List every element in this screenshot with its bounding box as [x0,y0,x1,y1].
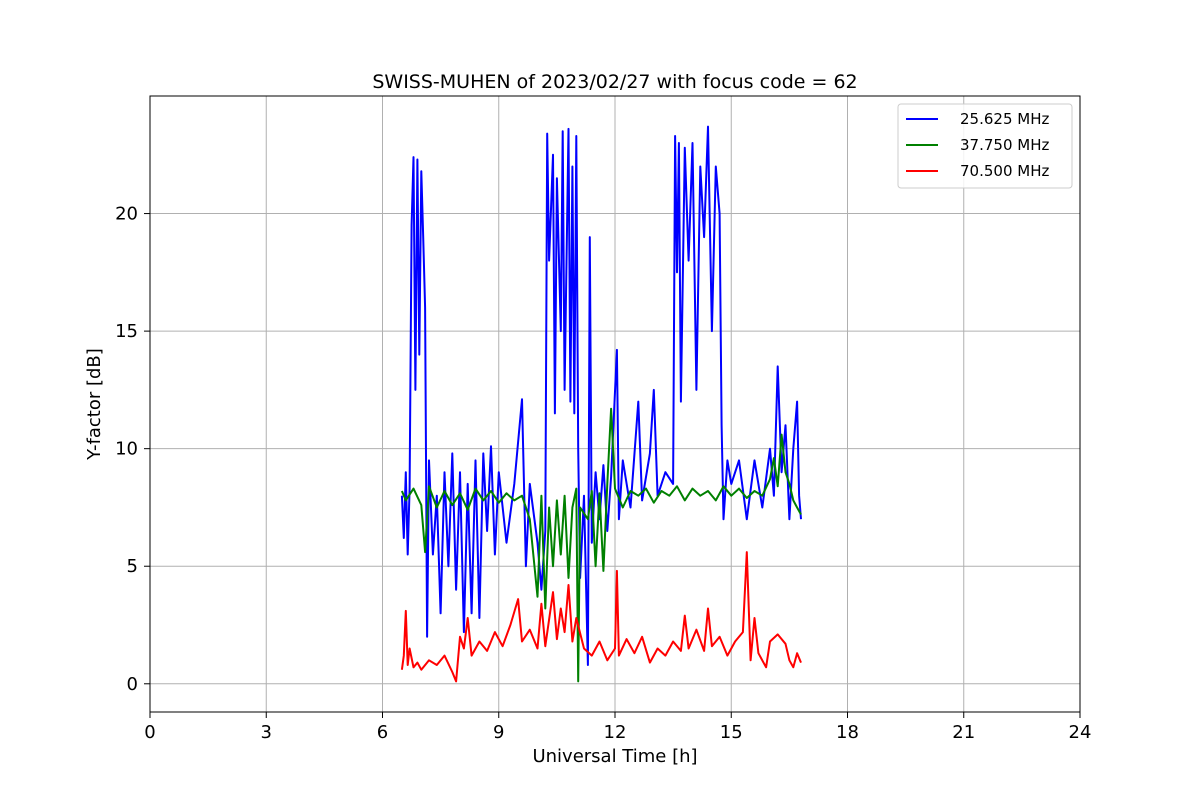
x-tick-label: 9 [493,722,504,743]
legend-label-1: 25.625 MHz [960,110,1049,128]
y-tick-label: 20 [115,204,138,225]
x-tick-label: 12 [604,722,627,743]
axis-ticks: 0 3 6 9 12 15 18 21 24 0 5 10 15 20 [115,204,1091,743]
y-tick-label: 0 [127,674,138,695]
x-axis-label: Universal Time [h] [532,746,697,767]
x-tick-label: 3 [261,722,272,743]
series-line-3 [400,551,802,683]
legend: 25.625 MHz 37.750 MHz 70.500 MHz [897,103,1073,189]
legend-label-3: 70.500 MHz [960,162,1049,180]
x-tick-label: 15 [720,722,743,743]
y-tick-label: 5 [127,556,138,577]
x-tick-label: 6 [377,722,388,743]
x-tick-label: 0 [144,722,155,743]
series-line-2 [400,407,802,683]
x-tick-label: 18 [836,722,859,743]
series-layer [400,125,802,683]
x-tick-label: 21 [952,722,975,743]
y-axis-label: Y-factor [dB] [84,348,105,461]
chart-title: SWISS-MUHEN of 2023/02/27 with focus cod… [372,71,857,93]
y-tick-label: 10 [115,439,138,460]
y-tick-label: 15 [115,321,138,342]
x-tick-label: 24 [1069,722,1092,743]
legend-label-2: 37.750 MHz [960,136,1049,154]
series-line-1 [400,125,802,666]
legend-box [897,103,1073,189]
